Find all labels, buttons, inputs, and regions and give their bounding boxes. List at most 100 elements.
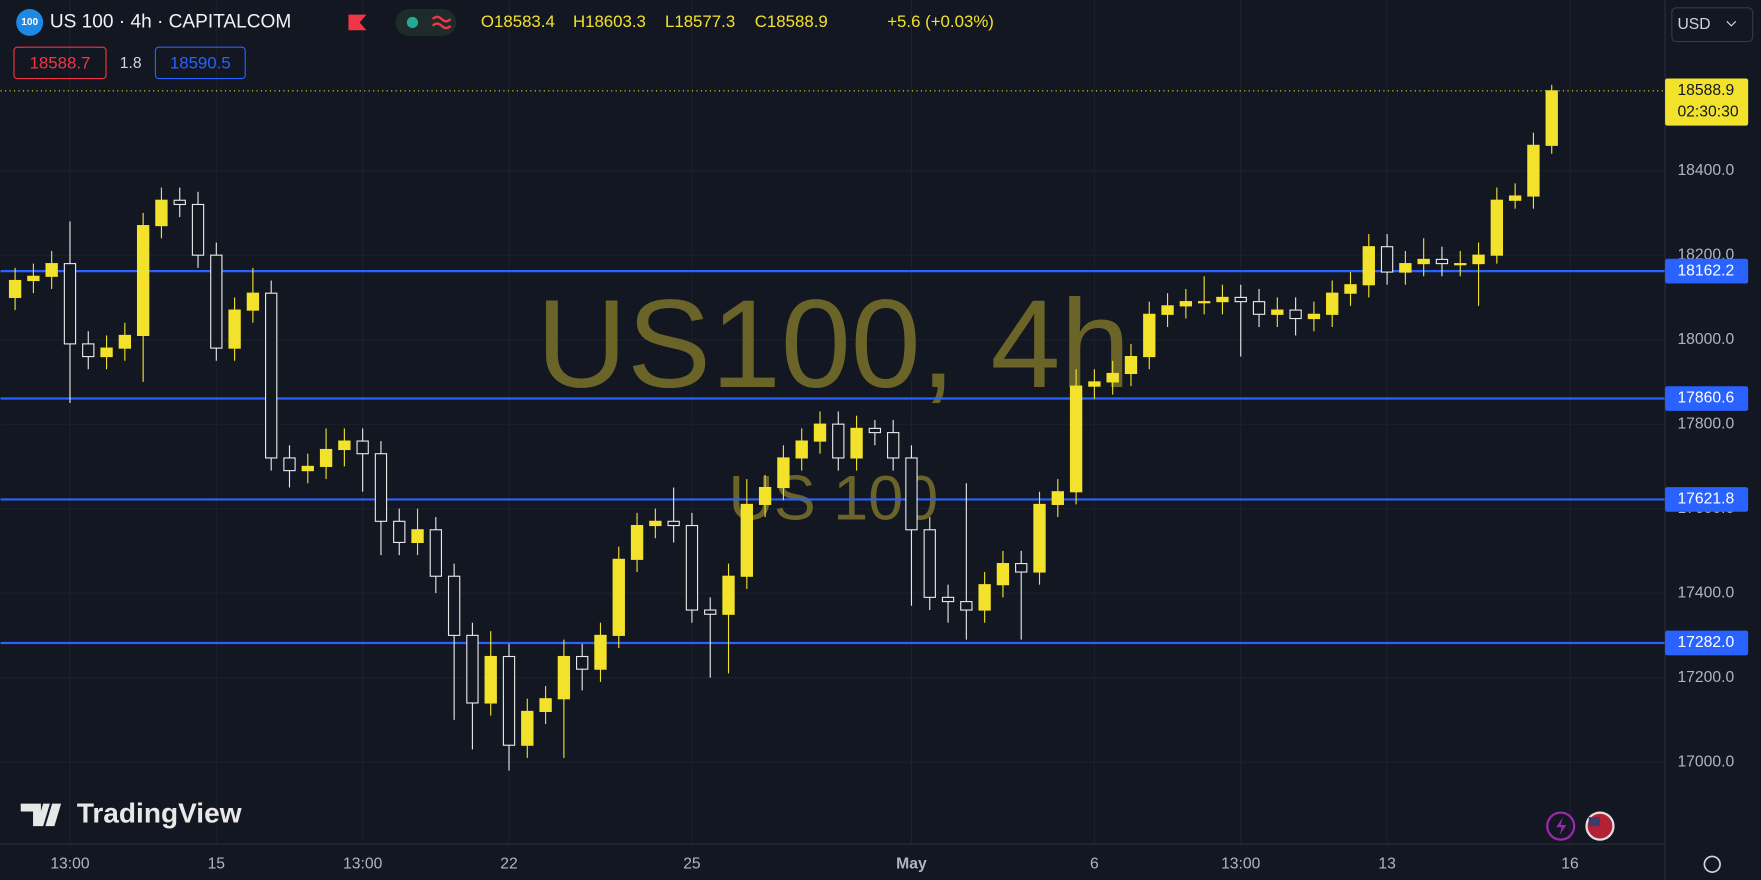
status-dot (406, 16, 419, 29)
settings-icon[interactable] (1703, 855, 1721, 873)
symbol-title[interactable]: US 100 · 4h · CAPITALCOM (50, 11, 291, 32)
candle-body (1179, 301, 1193, 307)
x-tick-label: 6 (1090, 855, 1099, 872)
candle-body (228, 309, 241, 349)
candle-body (118, 334, 132, 349)
candle-body (1271, 309, 1284, 315)
candle-body (1454, 263, 1467, 266)
currency-box[interactable] (1671, 7, 1754, 43)
countdown: 02:30:30 (1677, 103, 1738, 120)
candle-body (1124, 355, 1138, 375)
level-label-box (1665, 630, 1749, 656)
candle-body (630, 524, 644, 560)
last-price-label: 18588.9 (1677, 82, 1734, 99)
candle-body (905, 457, 918, 531)
flag-canton (1588, 817, 1600, 827)
x-tick-label: 16 (1561, 855, 1579, 872)
candle-body (832, 423, 845, 459)
brand-logo (20, 803, 62, 827)
candle-body (1015, 563, 1028, 573)
candle-body (777, 457, 790, 489)
candle-body (1088, 381, 1101, 387)
candle-body (27, 275, 40, 282)
candle-body (1362, 246, 1375, 286)
candle-body (210, 254, 223, 349)
y-tick-label: 17400.0 (1677, 584, 1734, 601)
candle-body (941, 596, 955, 603)
candle-body (795, 440, 808, 459)
level-label-box (1665, 487, 1749, 512)
y-tick-label: 17800.0 (1677, 415, 1734, 432)
candle-body (1435, 258, 1449, 265)
candle-body (960, 601, 973, 611)
candle-body (319, 448, 333, 467)
candle-body (1143, 313, 1156, 358)
x-tick-label: May (896, 855, 927, 872)
candle-body (667, 520, 680, 527)
candle-body (1380, 246, 1394, 273)
wave-icon (431, 15, 452, 30)
level-label: 17621.8 (1677, 491, 1734, 508)
candle-body (740, 503, 753, 577)
alert-icon[interactable] (1546, 811, 1576, 841)
y-tick-label: 18400.0 (1677, 162, 1734, 179)
candle-body (1069, 385, 1083, 493)
currency[interactable]: USD (1677, 16, 1710, 33)
candle-body (576, 655, 589, 670)
symbol-logo (16, 8, 44, 36)
candle-body (301, 465, 314, 472)
candle-body (649, 520, 662, 527)
x-tick-label: 25 (683, 855, 701, 872)
toggle-pill[interactable] (395, 8, 457, 36)
symbol-badge: 100 (21, 17, 38, 28)
ask-box[interactable] (154, 46, 246, 80)
candle-body (612, 558, 625, 636)
candle-body (356, 440, 369, 455)
watermark: US100, 4h (536, 273, 1130, 414)
y-tick-label: 17000.0 (1677, 753, 1734, 770)
candle-body (1033, 503, 1046, 573)
bolt (1556, 817, 1567, 836)
candle-body (1545, 90, 1558, 146)
candle-body (594, 634, 607, 670)
candle-body (1106, 372, 1119, 383)
candle-body (1307, 313, 1321, 320)
ohlc-high: H18603.3 (573, 12, 646, 31)
level-label-box (1665, 386, 1749, 411)
spread: 1.8 (120, 55, 142, 72)
candle-body (1161, 305, 1174, 315)
candle-body (466, 634, 479, 704)
y-tick-label: 18000.0 (1677, 331, 1734, 348)
candle-body (1051, 491, 1064, 505)
candle-body (191, 203, 205, 256)
candle-body (539, 698, 552, 712)
level-label: 18162.2 (1677, 262, 1734, 279)
candle-body (265, 292, 278, 459)
time-axis: 13:00 15 13:00 22 25 May 6 13:00 13 16 (50, 855, 1579, 872)
last-price-box (1665, 78, 1749, 126)
candle-body (1326, 292, 1339, 315)
candle-body (173, 199, 186, 206)
chevron (1726, 20, 1737, 27)
candle-body (1508, 195, 1522, 201)
bid-box[interactable] (13, 46, 107, 80)
ohlc-close: C18588.9 (755, 12, 828, 31)
candles (8, 84, 1558, 771)
x-tick-label: 13 (1378, 855, 1396, 872)
candle-body (1344, 284, 1357, 294)
x-tick-label: 13:00 (343, 855, 383, 872)
candle-body (502, 655, 516, 746)
candle-body (63, 263, 77, 345)
candle-body (1234, 296, 1247, 303)
brand: TradingView (77, 797, 242, 828)
flag-icon[interactable] (348, 14, 367, 31)
candle-body (82, 343, 95, 358)
price-axis: 17000.017200.017400.017600.017800.018000… (1665, 78, 1749, 770)
ohlc-open: O18583.4 (481, 12, 555, 31)
candle-body (978, 584, 991, 611)
y-tick-label: 17200.0 (1677, 669, 1734, 686)
candle-body (1399, 263, 1412, 273)
bid: 18588.7 (30, 53, 91, 72)
